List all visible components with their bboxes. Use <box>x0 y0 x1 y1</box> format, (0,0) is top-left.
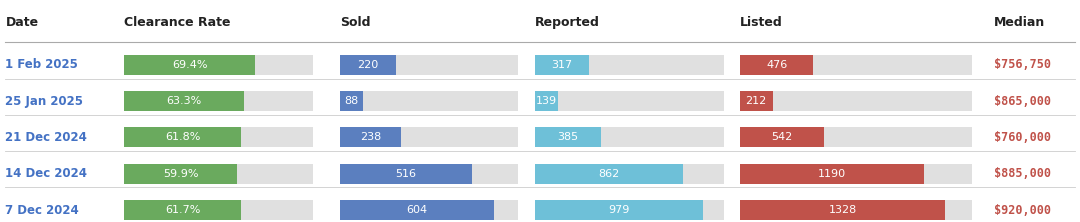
Text: 1 Feb 2025: 1 Feb 2025 <box>5 58 78 71</box>
Text: Reported: Reported <box>535 16 599 29</box>
FancyBboxPatch shape <box>740 164 924 184</box>
FancyBboxPatch shape <box>340 200 518 220</box>
FancyBboxPatch shape <box>740 200 972 220</box>
Text: 61.8%: 61.8% <box>165 132 200 142</box>
Text: $920,000: $920,000 <box>994 204 1051 216</box>
FancyBboxPatch shape <box>740 127 972 147</box>
Text: 212: 212 <box>745 96 767 106</box>
FancyBboxPatch shape <box>535 55 589 75</box>
Text: Clearance Rate: Clearance Rate <box>124 16 231 29</box>
Text: 69.4%: 69.4% <box>172 60 207 70</box>
FancyBboxPatch shape <box>340 55 518 75</box>
FancyBboxPatch shape <box>535 91 724 111</box>
FancyBboxPatch shape <box>740 55 972 75</box>
FancyBboxPatch shape <box>740 200 945 220</box>
FancyBboxPatch shape <box>124 200 241 220</box>
Text: 14 Dec 2024: 14 Dec 2024 <box>5 167 87 180</box>
FancyBboxPatch shape <box>340 164 518 184</box>
Text: $885,000: $885,000 <box>994 167 1051 180</box>
FancyBboxPatch shape <box>124 91 244 111</box>
FancyBboxPatch shape <box>340 127 401 147</box>
Text: 59.9%: 59.9% <box>163 169 199 179</box>
Text: Sold: Sold <box>340 16 370 29</box>
FancyBboxPatch shape <box>124 164 313 184</box>
FancyBboxPatch shape <box>340 127 518 147</box>
FancyBboxPatch shape <box>535 91 558 111</box>
Text: Listed: Listed <box>740 16 783 29</box>
FancyBboxPatch shape <box>340 91 518 111</box>
Text: 7 Dec 2024: 7 Dec 2024 <box>5 204 79 216</box>
FancyBboxPatch shape <box>535 164 724 184</box>
Text: 238: 238 <box>360 132 381 142</box>
FancyBboxPatch shape <box>740 55 813 75</box>
Text: $865,000: $865,000 <box>994 95 1051 107</box>
FancyBboxPatch shape <box>740 91 972 111</box>
FancyBboxPatch shape <box>535 55 724 75</box>
Text: 979: 979 <box>608 205 630 215</box>
FancyBboxPatch shape <box>124 55 313 75</box>
Text: 317: 317 <box>551 60 572 70</box>
FancyBboxPatch shape <box>124 164 238 184</box>
FancyBboxPatch shape <box>535 200 724 220</box>
Text: 25 Jan 2025: 25 Jan 2025 <box>5 95 83 107</box>
FancyBboxPatch shape <box>124 127 313 147</box>
Text: 516: 516 <box>395 169 417 179</box>
FancyBboxPatch shape <box>740 127 824 147</box>
Text: 476: 476 <box>766 60 787 70</box>
Text: 542: 542 <box>771 132 793 142</box>
Text: Median: Median <box>994 16 1044 29</box>
Text: 63.3%: 63.3% <box>166 96 202 106</box>
FancyBboxPatch shape <box>340 91 363 111</box>
Text: 61.7%: 61.7% <box>165 205 200 215</box>
FancyBboxPatch shape <box>740 91 772 111</box>
Text: 21 Dec 2024: 21 Dec 2024 <box>5 131 87 144</box>
FancyBboxPatch shape <box>340 164 472 184</box>
Text: $760,000: $760,000 <box>994 131 1051 144</box>
FancyBboxPatch shape <box>124 91 313 111</box>
Text: 1328: 1328 <box>828 205 856 215</box>
FancyBboxPatch shape <box>124 55 255 75</box>
Text: 385: 385 <box>557 132 578 142</box>
FancyBboxPatch shape <box>535 164 683 184</box>
FancyBboxPatch shape <box>535 127 600 147</box>
Text: 220: 220 <box>357 60 379 70</box>
Text: $756,750: $756,750 <box>994 58 1051 71</box>
Text: 604: 604 <box>406 205 428 215</box>
FancyBboxPatch shape <box>124 127 241 147</box>
Text: 862: 862 <box>598 169 619 179</box>
Text: 139: 139 <box>536 96 557 106</box>
FancyBboxPatch shape <box>535 200 703 220</box>
Text: 88: 88 <box>345 96 359 106</box>
Text: Date: Date <box>5 16 39 29</box>
Text: 1190: 1190 <box>818 169 846 179</box>
FancyBboxPatch shape <box>535 127 724 147</box>
FancyBboxPatch shape <box>740 164 972 184</box>
FancyBboxPatch shape <box>124 200 313 220</box>
FancyBboxPatch shape <box>340 200 494 220</box>
FancyBboxPatch shape <box>340 55 396 75</box>
